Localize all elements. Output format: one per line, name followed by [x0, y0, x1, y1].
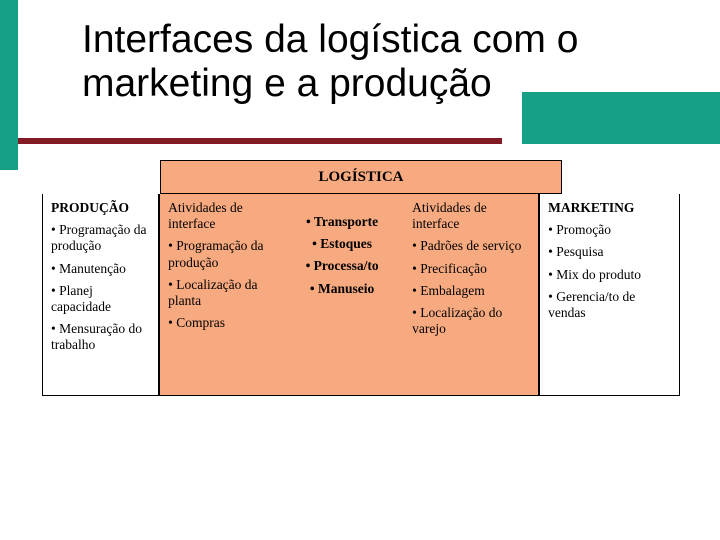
decoration-left-band	[0, 0, 18, 170]
col-interface-right: Atividades de interface Padrões de servi…	[404, 194, 538, 396]
list-item: Embalagem	[412, 283, 530, 299]
col-list: Programação da produção Localização da p…	[168, 238, 272, 331]
list-item: Promoção	[548, 222, 671, 238]
col-heading: Atividades de interface	[168, 200, 272, 232]
list-item: Localização do varejo	[412, 305, 530, 337]
col-logistica-core: Transporte Estoques Processa/to Manuseio	[280, 194, 404, 396]
interfaces-diagram: LOGÍSTICA PRODUÇÃO Programação da produç…	[42, 160, 680, 396]
col-list: Padrões de serviço Precificação Embalage…	[412, 238, 530, 337]
list-item: Pesquisa	[548, 244, 671, 260]
col-producao: PRODUÇÃO Programação da produção Manuten…	[42, 194, 159, 396]
col-marketing: MARKETING Promoção Pesquisa Mix do produ…	[539, 194, 680, 396]
col-list: Transporte Estoques Processa/to Manuseio	[288, 214, 396, 297]
col-list: Programação da produção Manutenção Plane…	[51, 222, 150, 353]
list-item: Compras	[168, 315, 272, 331]
col-heading: Atividades de interface	[412, 200, 530, 232]
col-interface-left: Atividades de interface Programação da p…	[160, 194, 280, 396]
list-item: Estoques	[288, 236, 396, 252]
list-item: Padrões de serviço	[412, 238, 530, 254]
col-list: Promoção Pesquisa Mix do produto Gerenci…	[548, 222, 671, 321]
list-item: Localização da planta	[168, 277, 272, 309]
list-item: Processa/to	[288, 258, 396, 274]
list-item: Transporte	[288, 214, 396, 230]
page-title: Interfaces da logística com o marketing …	[82, 18, 682, 105]
col-heading: MARKETING	[548, 200, 671, 216]
diagram-header: LOGÍSTICA	[160, 160, 562, 194]
list-item: Planej capacidade	[51, 283, 150, 315]
list-item: Manuseio	[288, 281, 396, 297]
list-item: Mix do produto	[548, 267, 671, 283]
list-item: Programação da produção	[168, 238, 272, 270]
col-logistica-group: Atividades de interface Programação da p…	[159, 194, 539, 396]
list-item: Mensuração do trabalho	[51, 321, 150, 353]
list-item: Precificação	[412, 261, 530, 277]
list-item: Gerencia/to de vendas	[548, 289, 671, 321]
col-heading: PRODUÇÃO	[51, 200, 150, 216]
list-item: Programação da produção	[51, 222, 150, 254]
list-item: Manutenção	[51, 261, 150, 277]
decoration-underline	[18, 138, 502, 144]
